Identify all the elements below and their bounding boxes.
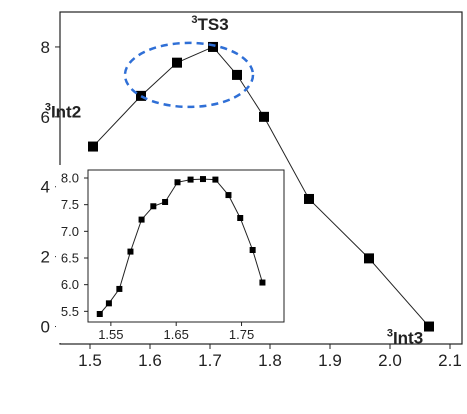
annotation-label: Int2 <box>51 103 81 122</box>
main-data-point <box>136 90 146 101</box>
inset-data-point <box>259 279 266 286</box>
main-y-tick-label: 8 <box>41 38 50 57</box>
main-y-tick-label: 0 <box>41 317 50 336</box>
inset-x-tick-label: 1.55 <box>98 327 123 342</box>
main-x-tick-label: 1.8 <box>258 351 282 370</box>
main-x-tick-label: 1.5 <box>78 351 102 370</box>
annotation-3ts3: 3TS3 <box>191 14 228 34</box>
inset-data-point <box>237 215 244 221</box>
inset-data-point <box>127 248 134 255</box>
main-x-tick-label: 2.1 <box>438 351 462 370</box>
inset-data-point <box>225 192 232 199</box>
inset-y-tick-label: 7.0 <box>61 224 79 239</box>
inset-x-tick-label: 1.65 <box>164 327 189 342</box>
main-data-point <box>259 111 269 122</box>
inset-y-tick-label: 7.5 <box>61 197 79 212</box>
inset-data-point <box>105 300 112 307</box>
annotation-label: Int3 <box>393 329 423 348</box>
inset-data-point <box>116 285 123 292</box>
inset-data-point <box>174 179 181 186</box>
inset-x-tick-label: 1.75 <box>229 327 254 342</box>
inset-plot-frame <box>87 169 285 323</box>
annotation-3int2: 3Int2 <box>45 102 81 122</box>
annotation-superscript: 3 <box>387 328 393 340</box>
inset-y-tick-label: 8.0 <box>61 171 79 186</box>
main-y-tick-label: 4 <box>41 178 50 197</box>
inset-data-point <box>138 216 145 223</box>
inset-y-tick-label: 6.5 <box>61 251 79 266</box>
inset-data-point <box>150 203 157 210</box>
inset-y-tick-label: 6.0 <box>61 277 79 292</box>
main-y-tick-label: 6 <box>41 108 50 127</box>
main-data-point <box>232 69 242 80</box>
main-data-point <box>88 141 98 152</box>
main-x-tick-label: 2.0 <box>378 351 402 370</box>
annotation-3int3: 3Int3 <box>387 328 423 348</box>
inset-data-point <box>199 176 206 183</box>
main-x-tick-label: 1.6 <box>138 351 162 370</box>
main-data-point <box>364 253 374 264</box>
inset-data-point <box>249 247 256 253</box>
main-data-point <box>304 193 314 204</box>
inset-y-tick-label: 5.5 <box>61 304 79 319</box>
main-x-tick-label: 1.7 <box>198 351 222 370</box>
main-data-point <box>172 57 182 68</box>
inset-chart: 1.55 1.65 1.75 5.5 6.0 6.5 7.0 7.5 8.0 <box>56 165 288 343</box>
inset-data-point <box>212 176 219 183</box>
annotation-label: TS3 <box>197 15 228 34</box>
main-x-tick-label: 1.9 <box>318 351 342 370</box>
annotation-superscript: 3 <box>191 14 197 26</box>
main-data-point <box>424 321 434 332</box>
main-y-tick-label: 2 <box>41 248 50 267</box>
inset-data-point <box>162 199 169 205</box>
main-data-point <box>208 41 218 52</box>
inset-data-point <box>96 311 103 317</box>
highlight-ellipse <box>123 41 255 109</box>
annotation-superscript: 3 <box>45 102 51 114</box>
inset-data-point <box>187 176 194 183</box>
inset-background <box>56 165 288 343</box>
